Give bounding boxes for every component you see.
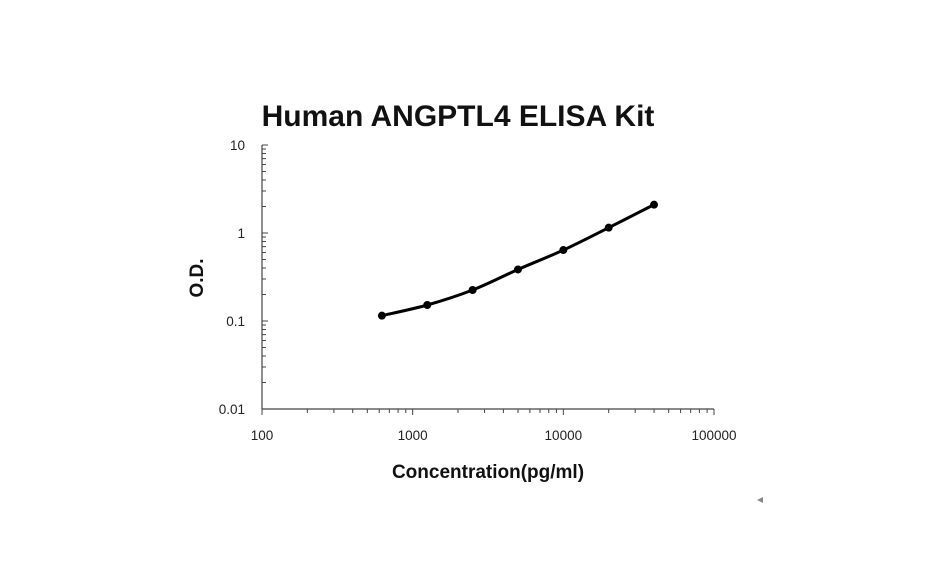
y-tick-label: 0.1: [226, 314, 245, 329]
y-tick-label: 1: [237, 226, 245, 241]
y-tick-label: 0.01: [219, 402, 245, 417]
tick-labels: 100 1000 10000 100000 10 1 0.1 0.01: [219, 138, 737, 443]
x-axis-title: Concentration(pg/ml): [392, 462, 584, 483]
data-point: [604, 223, 613, 232]
x-tick-label: 1000: [398, 428, 428, 443]
y-tick-label: 10: [230, 138, 245, 153]
x-tick-label: 100000: [691, 428, 736, 443]
data-point: [513, 265, 522, 274]
data-point: [468, 286, 477, 295]
axis-ticks: [261, 144, 715, 415]
data-point: [377, 311, 386, 320]
data-point: [423, 300, 432, 309]
small-arrow-icon: [757, 497, 763, 503]
y-axis-title: O.D.: [187, 258, 208, 297]
data-point: [559, 246, 568, 255]
series-line: [381, 203, 655, 318]
chart-title: Human ANGPTL4 ELISA Kit: [262, 100, 655, 133]
x-tick-label: 100: [251, 428, 274, 443]
data-points: [377, 200, 659, 320]
x-tick-label: 10000: [545, 428, 583, 443]
data-point: [650, 200, 659, 209]
